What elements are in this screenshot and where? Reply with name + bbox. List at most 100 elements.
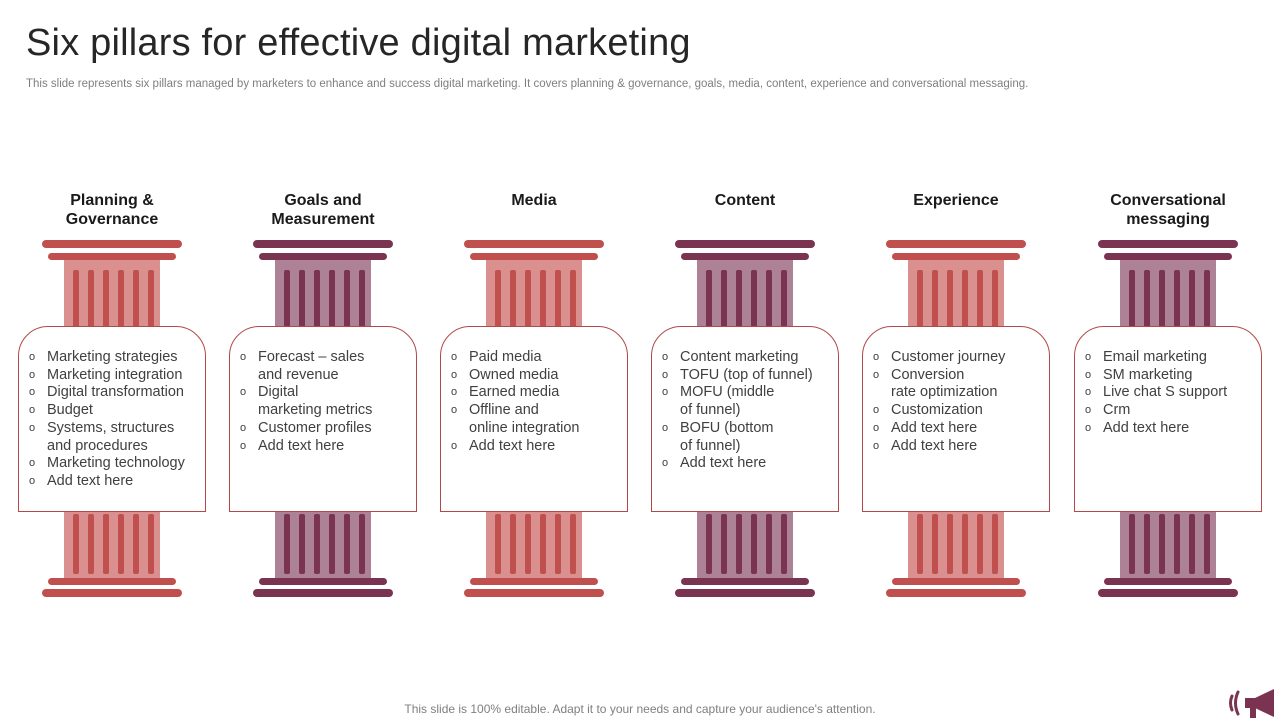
slide-title: Six pillars for effective digital market…	[26, 22, 691, 64]
list-item: Digital marketing metrics	[240, 384, 408, 419]
pillar-base-upper	[681, 578, 809, 585]
list-item: Marketing strategies	[29, 349, 197, 367]
pillar-flute	[721, 514, 727, 574]
pillar-flute	[992, 270, 998, 335]
list-item: Content marketing	[662, 349, 830, 367]
pillar-flute	[932, 270, 938, 335]
pillar-flute	[495, 270, 501, 335]
pillar-flute	[510, 270, 516, 335]
pillar-flute	[1144, 514, 1150, 574]
pillar-item-list: Email marketingSM marketingLive chat S s…	[1075, 327, 1261, 438]
pillar-base	[1098, 589, 1238, 597]
pillar-base	[675, 589, 815, 597]
pillar-base-upper	[892, 578, 1020, 585]
list-item: Marketing integration	[29, 367, 197, 385]
list-item: Email marketing	[1085, 349, 1253, 367]
pillar-capital-lower	[892, 253, 1020, 260]
pillar-flute	[525, 514, 531, 574]
pillar-flute	[766, 514, 772, 574]
list-item: Budget	[29, 402, 197, 420]
pillar-flute	[540, 270, 546, 335]
pillar-flute	[299, 270, 305, 335]
pillar-flute	[766, 270, 772, 335]
list-item: Add text here	[873, 420, 1041, 438]
list-item: Add text here	[451, 438, 619, 456]
pillar-flute	[314, 270, 320, 335]
pillar-flute	[88, 514, 94, 574]
list-item: Live chat S support	[1085, 384, 1253, 402]
list-item: Add text here	[29, 473, 197, 491]
pillar-flute	[1174, 270, 1180, 335]
list-item: SM marketing	[1085, 367, 1253, 385]
pillar-heading: Media	[511, 192, 557, 209]
list-item: Earned media	[451, 384, 619, 402]
pillar-card: Marketing strategiesMarketing integratio…	[18, 326, 206, 512]
pillar-card: Content marketingTOFU (top of funnel)MOF…	[651, 326, 839, 512]
list-item: Conversion rate optimization	[873, 367, 1041, 402]
footer-note: This slide is 100% editable. Adapt it to…	[404, 702, 876, 716]
pillar-flute	[706, 270, 712, 335]
pillar-flute	[344, 270, 350, 335]
pillar-base-upper	[470, 578, 598, 585]
pillar-flute	[525, 270, 531, 335]
pillar-heading: Goals and Measurement	[271, 192, 375, 228]
pillar-base	[886, 589, 1026, 597]
list-item: Customer profiles	[240, 420, 408, 438]
pillar-flute	[299, 514, 305, 574]
pillar-flute	[977, 270, 983, 335]
pillar-base-upper	[259, 578, 387, 585]
pillar-flute	[962, 270, 968, 335]
megaphone-icon	[1229, 689, 1274, 718]
list-item: Customization	[873, 402, 1041, 420]
pillar-flute	[1189, 514, 1195, 574]
pillar-flute	[148, 270, 154, 335]
pillar-flute	[510, 514, 516, 574]
list-item: Add text here	[1085, 420, 1253, 438]
list-item: Owned media	[451, 367, 619, 385]
pillar-flute	[118, 514, 124, 574]
pillar-flute	[1204, 514, 1210, 574]
pillar-base	[464, 589, 604, 597]
pillar-flute	[359, 514, 365, 574]
list-item: Forecast – sales and revenue	[240, 349, 408, 384]
pillar-flute	[103, 270, 109, 335]
list-item: Digital transformation	[29, 384, 197, 402]
pillar-flute	[495, 514, 501, 574]
pillar-item-list: Paid mediaOwned mediaEarned mediaOffline…	[441, 327, 627, 455]
pillar-flute	[284, 270, 290, 335]
list-item: BOFU (bottom of funnel)	[662, 420, 830, 455]
pillar-base	[42, 589, 182, 597]
pillar-flute	[88, 270, 94, 335]
pillar-item-list: Forecast – sales and revenueDigital mark…	[230, 327, 416, 455]
pillar-flute	[555, 270, 561, 335]
pillar-capital-lower	[681, 253, 809, 260]
pillar-heading: Content	[714, 192, 776, 209]
pillar-flute	[540, 514, 546, 574]
pillar-flute	[133, 270, 139, 335]
pillar-capital-lower	[470, 253, 598, 260]
pillar-flute	[1159, 514, 1165, 574]
pillar-flute	[962, 514, 968, 574]
pillar-flute	[1174, 514, 1180, 574]
pillar-capital	[253, 240, 393, 248]
pillar-flute	[947, 270, 953, 335]
pillar-flute	[570, 514, 576, 574]
pillar-capital-lower	[1104, 253, 1232, 260]
pillar-flute	[1144, 270, 1150, 335]
pillar-base	[253, 589, 393, 597]
list-item: Paid media	[451, 349, 619, 367]
list-item: Add text here	[662, 455, 830, 473]
pillar-flute	[1129, 514, 1135, 574]
pillar-flute	[932, 514, 938, 574]
pillar-flute	[555, 514, 561, 574]
pillar-capital	[42, 240, 182, 248]
pillar-capital	[886, 240, 1026, 248]
pillar-flute	[73, 270, 79, 335]
pillar-base-upper	[1104, 578, 1232, 585]
list-item: Crm	[1085, 402, 1253, 420]
pillar-flute	[118, 270, 124, 335]
pillar-flute	[706, 514, 712, 574]
slide-subtitle: This slide represents six pillars manage…	[26, 78, 1029, 90]
list-item: MOFU (middle of funnel)	[662, 384, 830, 419]
